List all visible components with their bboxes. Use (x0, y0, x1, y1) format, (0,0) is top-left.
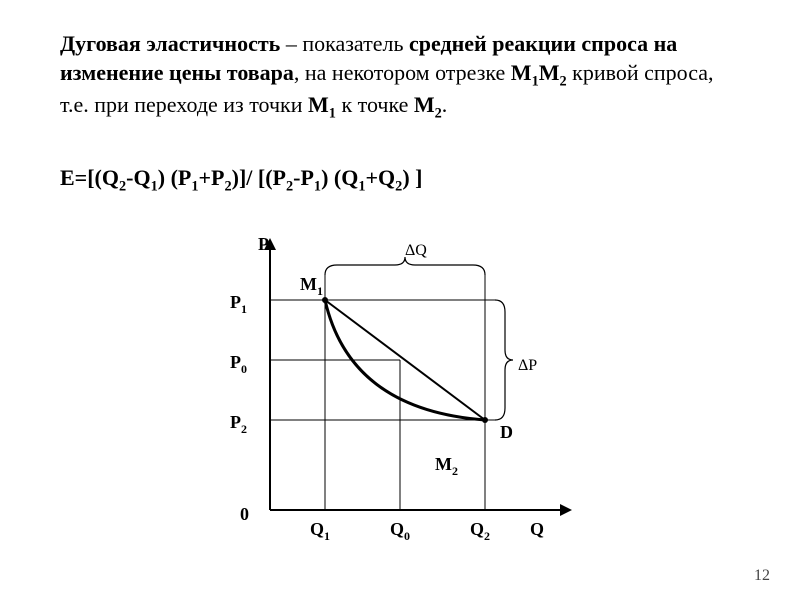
elasticity-formula: E=[(Q2-Q1) (P1+P2)]/ [(P2-P1) (Q1+Q2) ] (60, 165, 740, 195)
svg-text:Q: Q (530, 519, 544, 539)
svg-text:M2: M2 (435, 454, 458, 478)
svg-text:P0: P0 (230, 352, 247, 376)
definition-paragraph: Дуговая эластичность – показатель средне… (60, 30, 740, 123)
svg-text:D: D (500, 422, 513, 442)
svg-text:Q0: Q0 (390, 519, 410, 543)
page-number: 12 (754, 567, 770, 585)
svg-text:0: 0 (240, 504, 249, 524)
demand-curve-chart: P P1 P0 P2 0 Q1 Q0 Q2 Q M1 M2 D ΔQ ΔP (200, 210, 620, 570)
svg-text:P2: P2 (230, 412, 247, 436)
svg-text:P1: P1 (230, 292, 247, 316)
svg-text:Q2: Q2 (470, 519, 490, 543)
svg-text:M1: M1 (300, 274, 323, 298)
svg-text:ΔQ: ΔQ (405, 242, 427, 259)
svg-text:P: P (258, 234, 269, 254)
term: Дуговая эластичность (60, 31, 280, 56)
svg-text:ΔP: ΔP (518, 357, 537, 374)
svg-text:Q1: Q1 (310, 519, 330, 543)
